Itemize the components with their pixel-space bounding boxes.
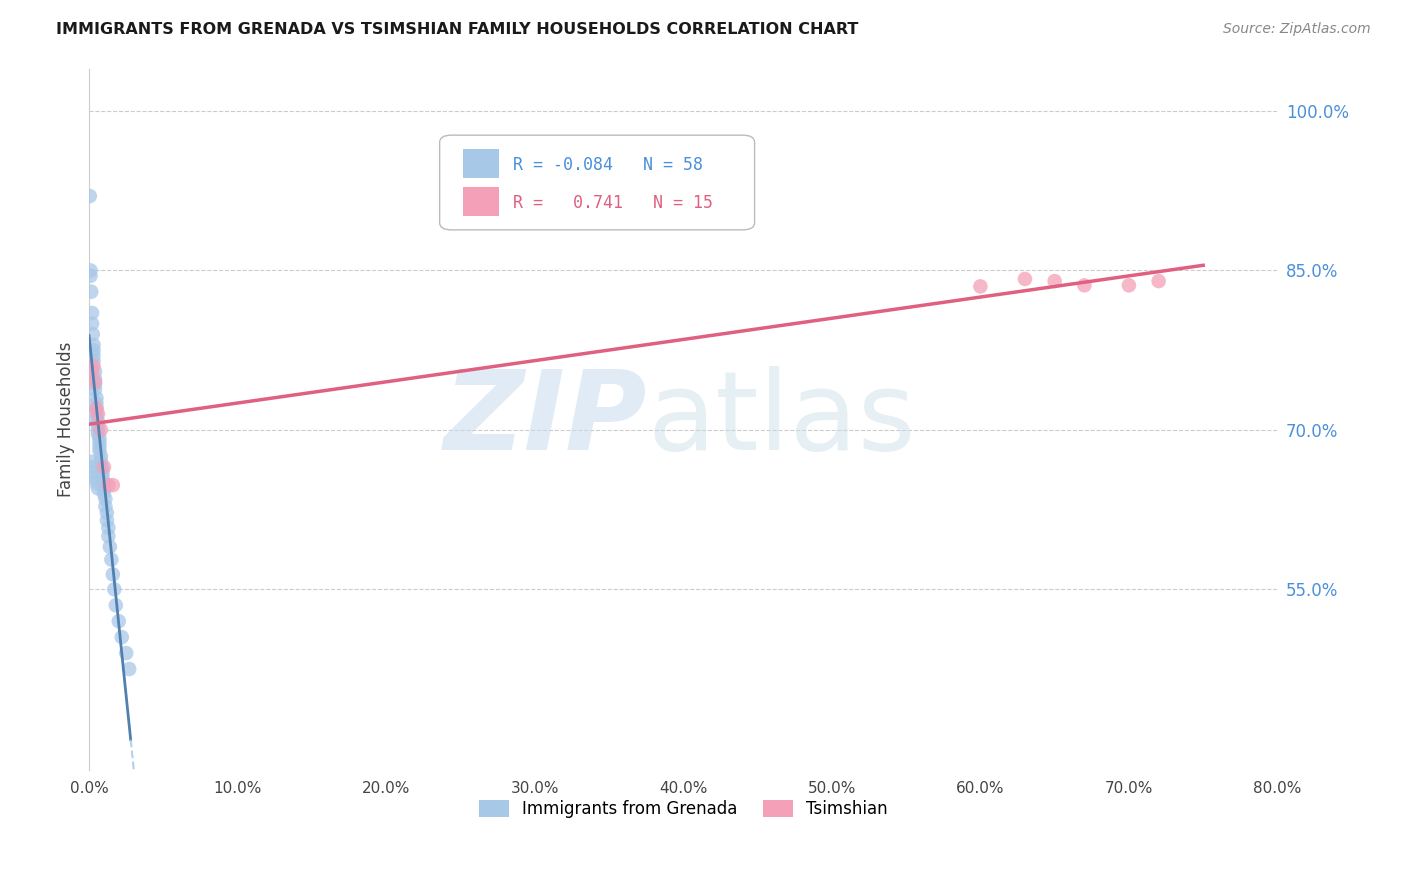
Point [83,343,105,358]
Point [80,460,103,475]
Point [86,401,108,416]
FancyBboxPatch shape [464,149,499,178]
Text: IMMIGRANTS FROM GRENADA VS TSIMSHIAN FAMILY HOUSEHOLDS CORRELATION CHART: IMMIGRANTS FROM GRENADA VS TSIMSHIAN FAM… [56,22,859,37]
Point [89,444,111,458]
Point [115,646,138,660]
Point [100,552,122,566]
Point [1043,274,1066,288]
Point [118,662,141,676]
Point [83,349,105,363]
Point [82,327,104,342]
Point [86,401,108,416]
Point [93,460,115,475]
Point [87,414,110,428]
Point [101,567,124,582]
Point [86,396,108,410]
Text: R =   0.741   N = 15: R = 0.741 N = 15 [513,194,713,211]
Point [84,364,107,378]
Point [103,582,125,597]
FancyBboxPatch shape [464,187,499,217]
Point [87,427,110,442]
Point [97,478,120,492]
Point [1147,274,1170,288]
Point [90,455,112,469]
Point [87,481,110,495]
Point [1118,278,1140,293]
Point [98,540,121,554]
Point [79,263,101,277]
Point [94,491,117,506]
Point [96,513,118,527]
Point [84,471,107,485]
Point [86,407,108,421]
Point [91,472,114,486]
Text: R = -0.084   N = 58: R = -0.084 N = 58 [513,156,703,174]
Point [94,500,117,514]
Point [86,476,108,491]
Point [97,521,120,535]
Point [111,630,134,644]
Point [86,391,108,405]
Text: Source: ZipAtlas.com: Source: ZipAtlas.com [1223,22,1371,37]
Point [90,450,112,464]
Point [91,463,114,477]
Text: ZIP: ZIP [444,366,648,473]
Point [79,268,101,283]
Point [87,418,110,433]
Point [80,317,103,331]
Point [83,466,105,480]
Y-axis label: Family Households: Family Households [58,342,75,497]
Point [101,478,124,492]
Point [86,412,108,426]
Point [969,279,991,293]
Point [79,189,101,203]
Text: atlas: atlas [648,366,917,473]
Point [89,440,111,454]
FancyBboxPatch shape [440,136,755,230]
Point [87,423,110,437]
Point [84,375,107,389]
Point [104,599,127,613]
Point [89,435,111,450]
Point [83,338,105,352]
Legend: Immigrants from Grenada, Tsimshian: Immigrants from Grenada, Tsimshian [472,793,894,825]
Point [93,476,115,491]
Point [80,306,103,320]
Point [84,372,107,386]
Point [1073,278,1095,293]
Point [89,431,111,445]
Point [80,285,103,299]
Point [84,377,107,392]
Point [90,423,112,437]
Point [1014,272,1036,286]
Point [97,529,120,543]
Point [83,353,105,368]
Point [80,364,103,378]
Point [91,467,114,482]
Point [90,458,112,473]
Point [96,506,118,520]
Point [84,383,107,397]
Point [93,481,115,495]
Point [87,407,110,421]
Point [93,486,115,500]
Point [107,614,129,628]
Point [83,359,105,373]
Point [79,455,101,469]
